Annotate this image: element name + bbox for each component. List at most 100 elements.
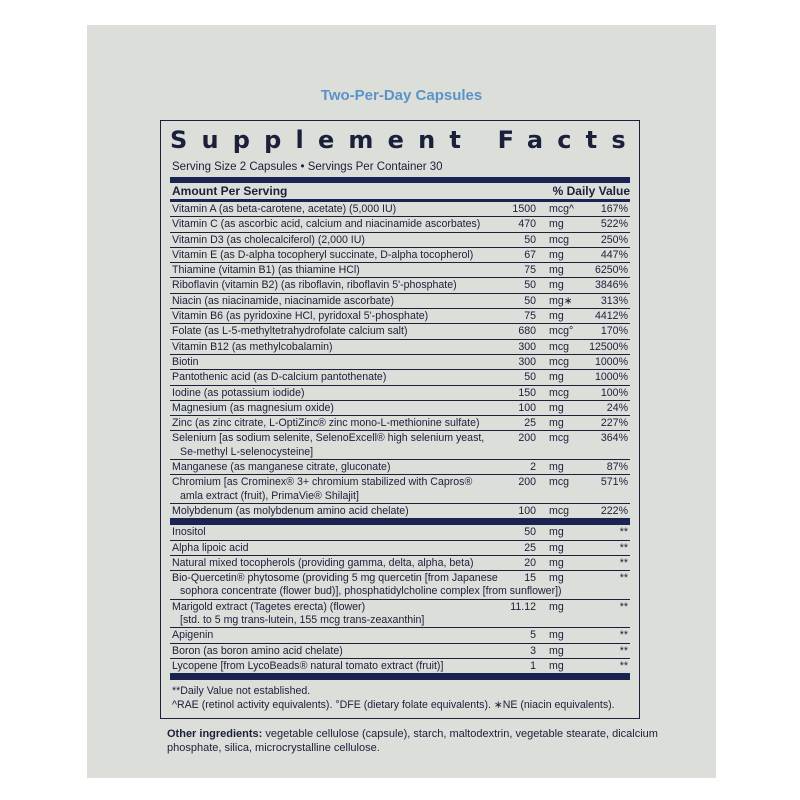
table-row: Biotin 300 mcg 1000% [170,355,630,371]
nutrient-daily-value: 100% [600,386,628,399]
nutrient-name-line: Riboflavin (vitamin B2) (as riboflavin, … [172,279,457,292]
table-row: Zinc (as zinc citrate, L-OptiZinc® zinc … [170,416,630,432]
vitamins-minerals-table: Vitamin A (as beta-carotene, acetate) (5… [170,202,630,518]
nutrient-daily-value: ** [619,644,628,657]
nutrient-name-line: Inositol [172,526,206,539]
nutrient-name-line: amla extract (fruit), PrimaVie® Shilajit… [180,489,359,502]
nutrient-amount: 3 [530,644,536,657]
nutrient-name: Chromium [as Crominex® 3+ chromium stabi… [170,476,630,503]
nutrient-name-line: Folate (as L-5-methyltetrahydrofolate ca… [172,325,408,338]
table-row: Manganese (as manganese citrate, glucona… [170,460,630,476]
nutrient-name: Marigold extract (Tagetes erecta) (flowe… [170,601,630,628]
nutrient-amount: 20 [524,556,536,569]
table-row: Vitamin E (as D-alpha tocopheryl succina… [170,248,630,264]
table-row: Folate (as L-5-methyltetrahydrofolate ca… [170,324,630,340]
nutrient-unit: mg [549,541,564,554]
nutrient-name-line: Lycopene [from LycoBeads® natural tomato… [172,659,444,672]
nutrient-name-line: Vitamin C (as ascorbic acid, calcium and… [172,218,481,231]
nutrient-amount: 1500 [512,203,536,215]
divider-bar [170,673,630,681]
table-row: Marigold extract (Tagetes erecta) (flowe… [170,600,630,629]
divider-bar [170,518,630,526]
nutrient-name-line: Natural mixed tocopherols (providing gam… [172,556,474,569]
nutrient-name: Vitamin B6 (as pyridoxine HCl, pyridoxal… [170,310,630,323]
nutrient-unit: mcg^ [549,203,574,215]
nutrient-name: Vitamin C (as ascorbic acid, calcium and… [170,218,630,231]
table-header: Amount Per Serving % Daily Value [170,183,630,199]
table-row: Vitamin C (as ascorbic acid, calcium and… [170,217,630,233]
nutrient-unit: mg [549,218,564,231]
nutrient-amount: 75 [524,310,536,323]
nutrient-amount: 5 [530,629,536,642]
nutrient-unit: mg [549,644,564,657]
nutrient-amount: 15 [524,572,536,585]
nutrient-daily-value: 571% [600,476,628,489]
divider-bar [170,177,630,183]
nutrient-amount: 50 [524,279,536,292]
nutrient-name: Alpha lipoic acid [170,542,630,555]
other-ingredients-text: vegetable cellulose (capsule), starch, m… [167,728,658,754]
nutrient-name: Folate (as L-5-methyltetrahydrofolate ca… [170,325,630,338]
nutrient-amount: 680 [518,325,536,338]
nutrient-amount: 50 [524,371,536,384]
nutrient-unit: mg∗ [549,294,573,307]
nutrient-daily-value: 4412% [595,310,628,323]
nutrient-name: Zinc (as zinc citrate, L-OptiZinc® zinc … [170,417,630,430]
nutrient-unit: mg [549,417,564,430]
nutrient-name-line: Alpha lipoic acid [172,541,249,554]
table-row: Thiamine (vitamin B1) (as thiamine HCl) 7… [170,263,630,279]
nutrient-unit: mg [549,556,564,569]
nutrient-daily-value: ** [619,572,628,585]
other-nutrients-table: Inositol 50 mg ** Alpha lipoic acid 25 mg ** Nat… [170,525,630,673]
table-row: Inositol 50 mg ** [170,525,630,541]
nutrient-amount: 11.12 [510,600,536,613]
nutrient-amount: 1 [530,659,536,672]
nutrient-name-line: Vitamin B6 (as pyridoxine HCl, pyridoxal… [172,310,429,323]
table-row: Boron (as boron amino acid chelate) 3 mg ** [170,644,630,659]
nutrient-daily-value: ** [619,526,628,539]
nutrient-amount: 2 [530,461,536,474]
nutrient-name: Selenium [as sodium selenite, SelenoExce… [170,432,630,459]
nutrient-name-line: Thiamine (vitamin B1) (as thiamine HCl) [172,264,360,277]
nutrient-name: Vitamin E (as D-alpha tocopheryl succina… [170,249,630,262]
nutrient-name-line: Zinc (as zinc citrate, L-OptiZinc® zinc … [172,417,480,430]
nutrient-unit: mg [549,461,564,474]
nutrient-name-line: Boron (as boron amino acid chelate) [172,644,343,657]
other-ingredients: Other ingredients: vegetable cellulose (… [167,727,707,755]
nutrient-amount: 150 [518,386,536,399]
nutrient-name-line: Bio-Quercetin® phytosome (providing 5 mg… [172,572,498,585]
nutrient-name: Lycopene [from LycoBeads® natural tomato… [170,660,630,673]
nutrient-name-line: Iodine (as potassium iodide) [172,386,305,399]
nutrient-unit: mcg [549,476,570,489]
nutrient-name-line: Chromium [as Crominex® 3+ chromium stabi… [172,476,473,489]
nutrient-name: Biotin [170,356,630,369]
table-row: Vitamin A (as beta-carotene, acetate) (5… [170,202,630,218]
nutrient-name-line: Niacin (as niacinamide, niacinamide asco… [172,294,394,307]
nutrient-daily-value: 170% [600,325,628,338]
nutrient-unit: mcg [549,340,570,353]
nutrient-amount: 25 [524,541,536,554]
nutrient-daily-value: 447% [600,248,628,261]
nutrient-daily-value: 364% [600,432,628,445]
table-row: Chromium [as Crominex® 3+ chromium stabi… [170,475,630,504]
nutrient-unit: mg [549,600,564,613]
nutrient-amount: 200 [518,476,536,489]
nutrient-name-line: Selenium [as sodium selenite, SelenoExce… [172,432,485,445]
nutrient-unit: mcg [549,233,570,246]
nutrient-unit: mcg [549,386,570,399]
table-row: Iodine (as potassium iodide) 150 mcg 100% [170,386,630,401]
nutrient-name: Magnesium (as magnesium oxide) [170,402,630,415]
table-row: Molybdenum (as molybdenum amino acid che… [170,504,630,518]
nutrient-amount: 67 [524,248,536,261]
table-row: Vitamin D3 (as cholecalciferol) (2,000 I… [170,233,630,248]
table-row: Selenium [as sodium selenite, SelenoExce… [170,431,630,461]
table-row: Vitamin B12 (as methylcobalamin) 300 mcg 12… [170,340,630,355]
nutrient-name: Thiamine (vitamin B1) (as thiamine HCl) [170,264,630,277]
capsule-subtitle: Two-Per-Day Capsules [320,87,483,104]
nutrient-name-line: Magnesium (as magnesium oxide) [172,401,334,414]
nutrient-name: Molybdenum (as molybdenum amino acid che… [170,505,630,518]
nutrient-unit: mg [549,526,564,539]
nutrient-amount: 50 [524,233,536,246]
nutrient-name-line: Manganese (as manganese citrate, glucona… [172,461,391,474]
nutrient-name-line: Vitamin A (as beta-carotene, acetate) (5… [172,203,397,215]
